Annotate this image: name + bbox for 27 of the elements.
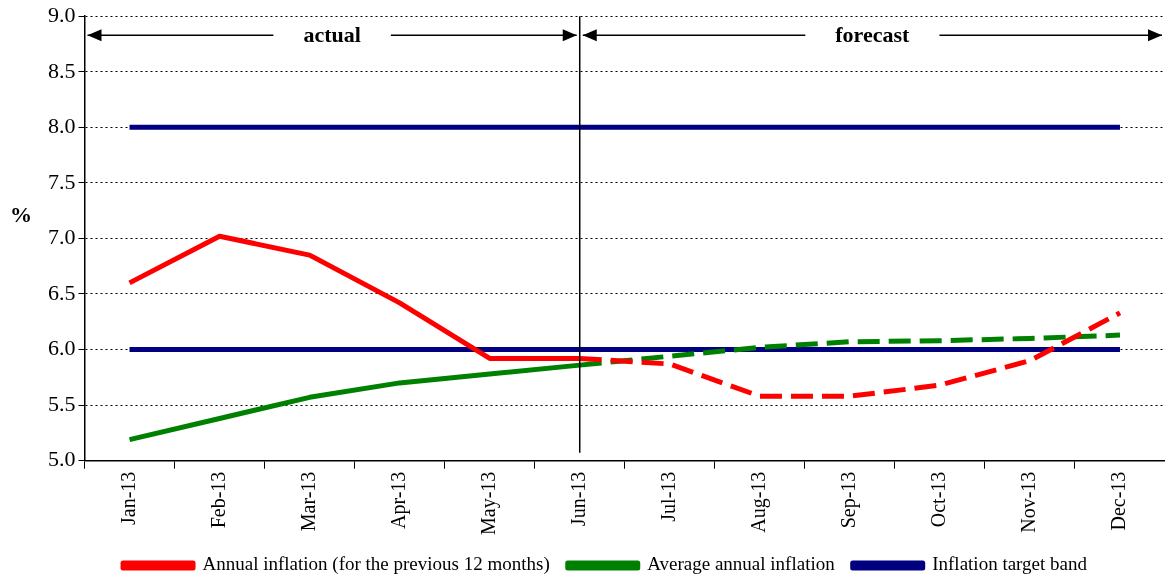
- y-tick-label: 7.0: [48, 224, 76, 250]
- y-tick-label: 6.5: [48, 279, 76, 305]
- x-tick-label: Feb-13: [206, 471, 229, 529]
- y-tick-label: 8.0: [48, 113, 76, 139]
- x-tick-label: Nov-13: [1017, 471, 1040, 533]
- legend-label: Average annual inflation: [647, 553, 836, 575]
- y-tick-label: 5.0: [48, 446, 76, 472]
- x-tick-label: Dec-13: [1107, 471, 1130, 531]
- legend-label: Inflation target band: [932, 553, 1088, 575]
- x-tick-label: Jan-13: [116, 471, 139, 526]
- x-tick-label: Aug-13: [747, 471, 771, 533]
- y-tick-label: 8.5: [48, 57, 76, 83]
- x-tick-label: Mar-13: [296, 471, 319, 532]
- x-tick-label: Sep-13: [837, 471, 861, 529]
- y-tick-label: 6.0: [48, 335, 76, 361]
- annotation: actual: [303, 22, 361, 49]
- annotation: forecast: [835, 22, 910, 49]
- x-tick-label: May-13: [476, 471, 500, 536]
- y-axis-title: %: [10, 201, 32, 227]
- x-tick-label: Jul-13: [657, 471, 680, 522]
- x-tick-label: Oct-13: [927, 471, 950, 528]
- y-tick-label: 7.5: [48, 168, 76, 194]
- x-tick-label: Apr-13: [386, 471, 410, 530]
- x-tick-label: Jun-13: [566, 471, 589, 527]
- y-tick-label: 9.0: [48, 1, 76, 27]
- legend-label: Annual inflation (for the previous 12 months): [202, 553, 550, 576]
- y-tick-label: 5.5: [48, 390, 76, 416]
